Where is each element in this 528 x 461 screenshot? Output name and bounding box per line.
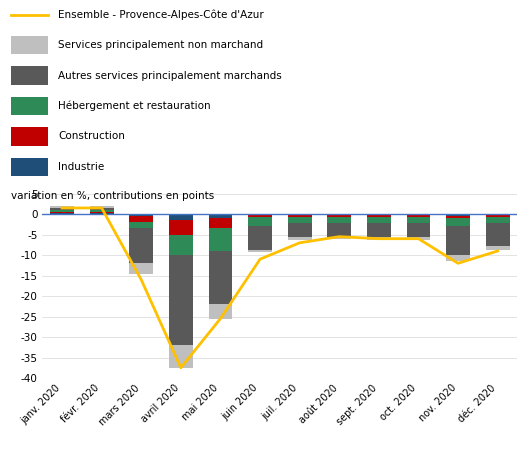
- Bar: [288, 214, 312, 215]
- Text: variation en %, contributions en points: variation en %, contributions en points: [11, 191, 214, 201]
- FancyBboxPatch shape: [11, 158, 48, 176]
- Bar: [209, 214, 232, 218]
- Bar: [248, 214, 272, 215]
- Bar: [327, 214, 351, 215]
- Bar: [327, 237, 351, 239]
- Bar: [407, 215, 430, 217]
- Bar: [169, 235, 193, 255]
- Bar: [446, 216, 470, 218]
- Bar: [407, 237, 430, 240]
- Bar: [407, 217, 430, 223]
- Bar: [446, 214, 470, 216]
- Bar: [486, 246, 510, 250]
- Bar: [129, 263, 153, 273]
- Text: Hébergement et restauration: Hébergement et restauration: [58, 101, 211, 111]
- Bar: [209, 229, 232, 251]
- Bar: [407, 223, 430, 237]
- Bar: [486, 223, 510, 246]
- Bar: [209, 304, 232, 319]
- Bar: [327, 217, 351, 223]
- Text: Industrie: Industrie: [58, 162, 105, 172]
- Bar: [50, 208, 74, 210]
- Text: Ensemble - Provence-Alpes-Côte d'Azur: Ensemble - Provence-Alpes-Côte d'Azur: [58, 10, 264, 20]
- Bar: [90, 213, 114, 214]
- Bar: [288, 215, 312, 217]
- Bar: [367, 237, 391, 240]
- Bar: [209, 218, 232, 229]
- Bar: [129, 216, 153, 222]
- Bar: [209, 251, 232, 304]
- Bar: [367, 223, 391, 237]
- Bar: [248, 225, 272, 250]
- Bar: [288, 223, 312, 237]
- Bar: [90, 210, 114, 212]
- Bar: [327, 215, 351, 217]
- Bar: [169, 255, 193, 345]
- Bar: [446, 226, 470, 255]
- FancyBboxPatch shape: [11, 127, 48, 146]
- Bar: [367, 214, 391, 215]
- Bar: [327, 223, 351, 237]
- Bar: [129, 229, 153, 263]
- Bar: [367, 215, 391, 217]
- Bar: [248, 215, 272, 218]
- Bar: [248, 218, 272, 225]
- Bar: [50, 212, 74, 213]
- Bar: [407, 214, 430, 215]
- Text: Autres services principalement marchands: Autres services principalement marchands: [58, 71, 282, 81]
- FancyBboxPatch shape: [11, 36, 48, 54]
- Bar: [50, 207, 74, 208]
- Bar: [486, 214, 510, 215]
- Bar: [50, 210, 74, 212]
- Bar: [446, 255, 470, 261]
- Bar: [288, 217, 312, 223]
- Bar: [367, 217, 391, 223]
- Bar: [486, 217, 510, 223]
- FancyBboxPatch shape: [11, 66, 48, 85]
- Bar: [90, 207, 114, 208]
- Bar: [50, 213, 74, 214]
- Bar: [169, 220, 193, 235]
- Bar: [129, 222, 153, 229]
- Bar: [288, 237, 312, 240]
- Bar: [486, 215, 510, 217]
- Text: Construction: Construction: [58, 131, 125, 142]
- FancyBboxPatch shape: [11, 97, 48, 115]
- Text: Services principalement non marchand: Services principalement non marchand: [58, 40, 263, 50]
- Bar: [248, 250, 272, 252]
- Bar: [169, 214, 193, 220]
- Bar: [446, 218, 470, 226]
- Bar: [129, 214, 153, 216]
- Bar: [169, 345, 193, 368]
- Bar: [90, 208, 114, 210]
- Bar: [90, 212, 114, 213]
